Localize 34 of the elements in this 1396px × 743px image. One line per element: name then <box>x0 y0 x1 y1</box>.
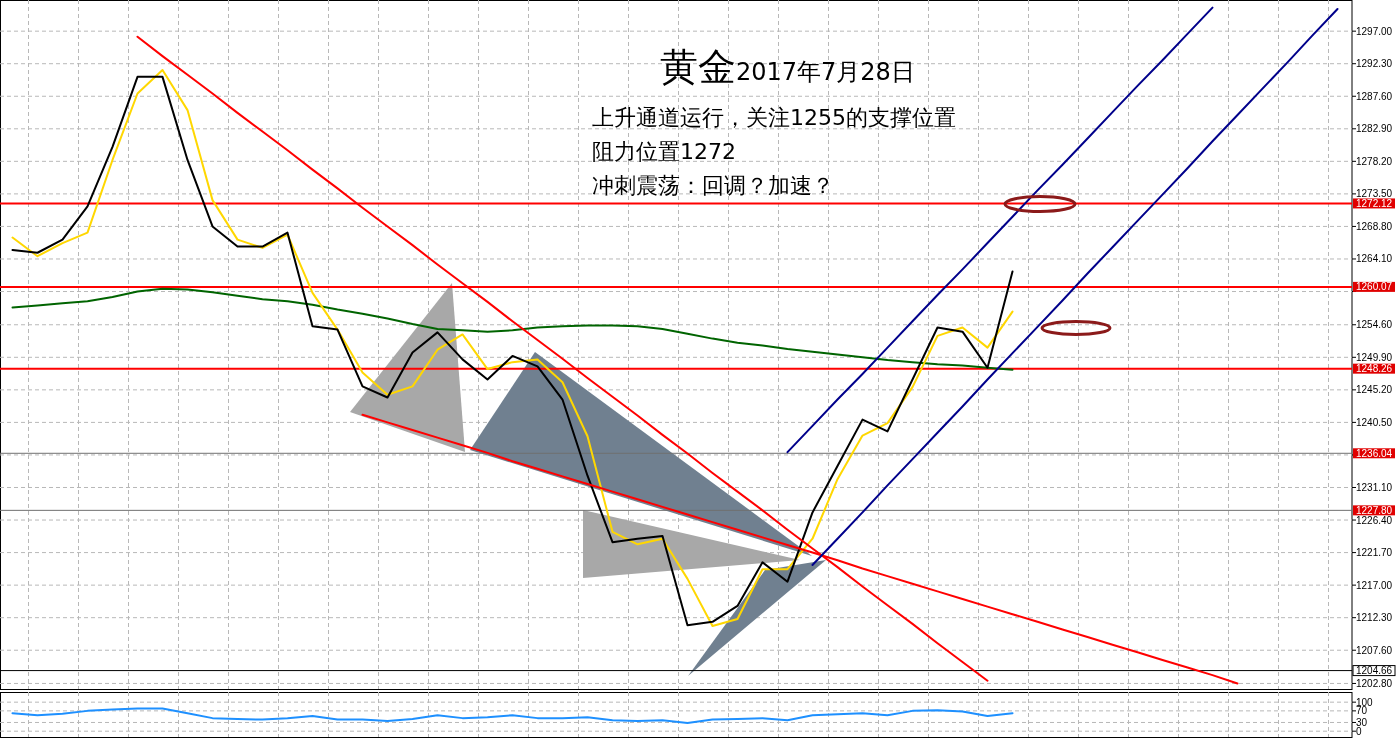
y-tick-label: 1273.50 <box>1356 188 1393 200</box>
annotation: 阻力位置1272 <box>592 139 736 164</box>
ref-line-label: 1227.80 <box>1356 504 1393 516</box>
ref-line-label: 1236.04 <box>1356 447 1393 459</box>
y-tick-label: 70 <box>1356 705 1368 717</box>
y-tick-label: 1212.30 <box>1356 612 1393 624</box>
ref-line-label: 1204.66 <box>1356 665 1393 677</box>
annotation: 冲刺震荡：回调？加速？ <box>592 173 834 198</box>
y-tick-label: 0 <box>1356 725 1362 737</box>
y-tick-label: 1202.80 <box>1356 677 1393 689</box>
text: 黄金 <box>660 45 736 89</box>
y-tick-label: 1221.70 <box>1356 547 1393 559</box>
y-tick-label: 1249.90 <box>1356 351 1393 363</box>
annotation: 上升通道运行，关注1255的支撑位置 <box>592 105 956 130</box>
y-tick-label: 1282.90 <box>1356 123 1393 135</box>
y-tick-label: 1217.00 <box>1356 579 1393 591</box>
text: 2017年7月28日 <box>736 58 915 86</box>
ref-line-label: 1248.26 <box>1356 363 1393 375</box>
y-tick-label: 1245.20 <box>1356 384 1393 396</box>
y-tick-label: 1254.60 <box>1356 319 1393 331</box>
ref-line-label: 1260.07 <box>1356 281 1393 293</box>
y-tick-label: 1240.50 <box>1356 416 1393 428</box>
y-tick-label: 1226.40 <box>1356 514 1393 526</box>
y-tick-label: 1292.30 <box>1356 58 1393 70</box>
y-tick-label: 1278.20 <box>1356 155 1393 167</box>
y-tick-label: 1264.10 <box>1356 253 1393 265</box>
y-tick-label: 1231.10 <box>1356 481 1393 493</box>
y-tick-label: 1207.60 <box>1356 644 1393 656</box>
y-tick-label: 100 <box>1356 696 1374 708</box>
y-tick-label: 1287.60 <box>1356 90 1393 102</box>
y-tick-label: 30 <box>1356 716 1368 728</box>
ref-line-label: 1272.12 <box>1356 197 1393 209</box>
y-tick-label: 1268.80 <box>1356 220 1393 232</box>
y-tick-label: 1297.00 <box>1356 25 1393 37</box>
